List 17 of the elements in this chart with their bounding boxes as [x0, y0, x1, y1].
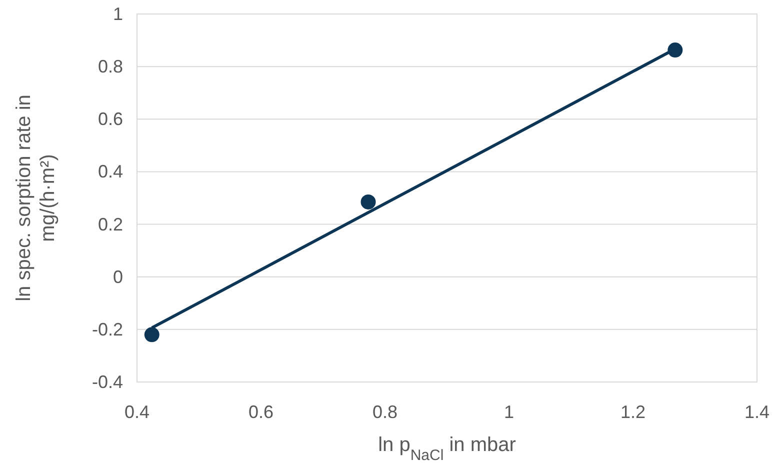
x-tick-label: 1.2	[620, 402, 646, 422]
y-tick-label: 0.4	[98, 162, 123, 182]
x-tick-label: 1	[504, 402, 514, 422]
point	[144, 327, 160, 342]
y-tick-label: 0.6	[98, 109, 123, 130]
point	[360, 194, 376, 210]
x-tick-label: 0.8	[372, 402, 398, 422]
y-tick-label: 0.8	[98, 56, 123, 77]
y-tick-label: 0	[112, 266, 123, 287]
y-tick-label: -0.4	[92, 372, 123, 392]
y-axis-title: ln spec. sorption rate in mg/(h·m²)	[13, 94, 59, 302]
x-tick-label: 0.6	[248, 402, 274, 422]
y-tick-label: -0.2	[92, 319, 123, 340]
y-tick-label: 1	[112, 4, 123, 24]
x-axis-title: ln p$_{NaCl}$ in mbar	[378, 434, 516, 463]
y-tick-label: 0.2	[98, 214, 123, 234]
x-tick-label: 1.4	[744, 402, 770, 422]
